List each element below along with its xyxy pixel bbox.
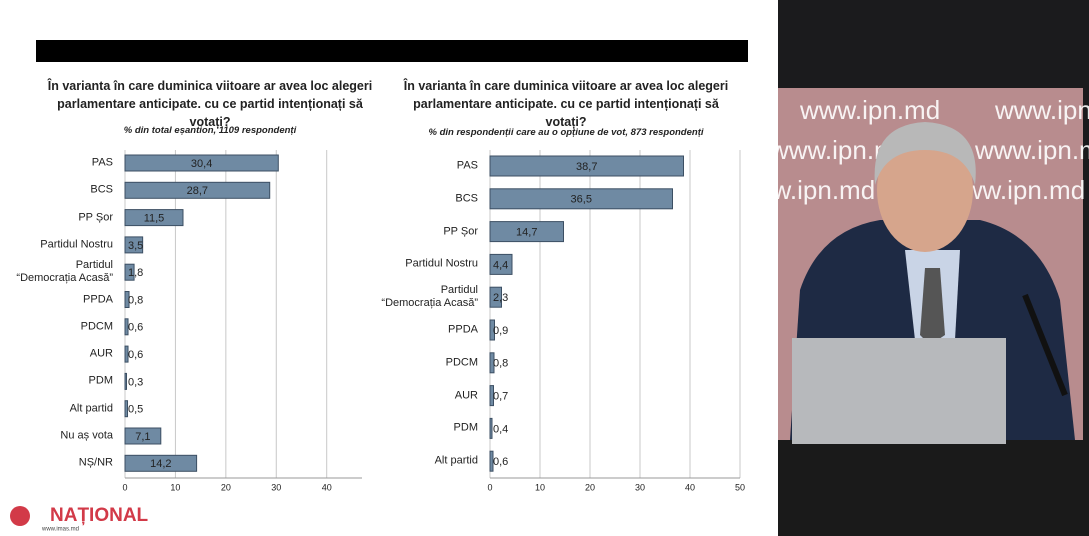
category-label: PDM [453, 421, 478, 434]
x-tick-label: 20 [585, 482, 595, 492]
bar [489, 417, 493, 439]
desk [778, 440, 1089, 536]
bar [124, 427, 162, 445]
value-label: 0,9 [493, 325, 508, 337]
x-tick-label: 30 [271, 482, 281, 492]
microphone [1022, 293, 1068, 397]
value-label: 36,5 [571, 194, 592, 206]
value-label: 14,7 [516, 227, 537, 239]
value-label: 1,8 [128, 267, 143, 279]
value-label: 0,5 [128, 404, 143, 416]
watermark: www.ipn.md [734, 175, 875, 205]
category-label: Partidul Nostru [40, 238, 113, 251]
category-label: Partidul “Democrația Acasă” [16, 259, 113, 285]
value-label: 4,4 [493, 259, 508, 271]
bar [489, 385, 494, 407]
logo-text: NAȚIONAL [50, 505, 149, 526]
category-label: PAS [456, 159, 478, 172]
bar [124, 454, 198, 472]
logo-icon [10, 506, 30, 526]
bar [124, 154, 279, 172]
category-label: PAS [91, 156, 113, 169]
logo-url: www.imas.md [41, 527, 79, 533]
category-label: NȘ/NR [78, 456, 113, 469]
category-label: Alt partid [434, 454, 478, 467]
category-label: Alt partid [69, 402, 113, 415]
category-label: Nu aș vota [60, 429, 113, 442]
value-label: 3,5 [128, 240, 143, 252]
value-label: 38,7 [576, 161, 597, 173]
x-tick-label: 40 [322, 482, 332, 492]
category-label: PP Șor [78, 211, 113, 224]
bar [124, 400, 129, 418]
bar [124, 181, 271, 199]
chart-subtitle: % din respondenții care au o opțiune de … [428, 127, 704, 138]
value-label: 0,6 [128, 349, 143, 361]
category-label: BCS [90, 183, 113, 196]
value-label: 0,7 [493, 391, 508, 403]
value-label: 30,4 [191, 158, 212, 170]
value-label: 14,2 [150, 458, 171, 470]
chart-title: În varianta în care duminica viitoare ar… [403, 79, 729, 129]
bar [124, 236, 144, 254]
person-tie [920, 268, 945, 345]
x-tick-label: 10 [535, 482, 545, 492]
bar [489, 221, 564, 243]
x-tick-label: 0 [122, 482, 127, 492]
value-label: 2,3 [493, 292, 508, 304]
bar [124, 263, 135, 281]
category-label: PDCM [80, 320, 113, 333]
value-label: 0,8 [493, 358, 508, 370]
value-label: 0,8 [128, 294, 143, 306]
value-label: 28,7 [187, 185, 208, 197]
bar [489, 450, 494, 472]
category-label: BCS [455, 192, 478, 205]
category-label: PPDA [83, 293, 113, 305]
laptop [792, 338, 1006, 444]
person-hair [874, 122, 976, 185]
category-label: PDM [88, 374, 113, 387]
bar [489, 352, 495, 374]
watermark: www.ipn.md [974, 135, 1089, 165]
category-label: Partidul Nostru [405, 257, 478, 270]
bar [489, 319, 495, 341]
bar [124, 372, 128, 390]
bar [124, 345, 129, 363]
category-label: AUR [454, 389, 478, 402]
chart-subtitle: % din total eșantion, 1109 respondenți [123, 125, 297, 136]
bar [124, 318, 129, 336]
x-tick-label: 0 [487, 482, 492, 492]
header-bar [36, 40, 748, 62]
chart-title: În varianta în care duminica viitoare ar… [47, 79, 373, 129]
bar [489, 253, 513, 275]
value-label: 7,1 [135, 431, 150, 443]
person-head [877, 128, 973, 252]
watermark: www.ipn.md [799, 95, 940, 125]
value-label: 11,5 [144, 213, 165, 225]
bar [124, 291, 130, 308]
bar [124, 209, 184, 227]
value-label: 0,4 [493, 423, 508, 435]
value-label: 0,6 [128, 322, 143, 334]
x-tick-label: 40 [685, 482, 695, 492]
watermark: www.ipn.md [994, 95, 1089, 125]
category-label: PP Șor [443, 225, 478, 238]
category-label: PDCM [445, 356, 478, 369]
x-tick-label: 30 [635, 482, 645, 492]
bar [489, 155, 684, 177]
bar [489, 188, 673, 210]
x-tick-label: 20 [221, 482, 231, 492]
value-label: 0,3 [128, 376, 143, 388]
x-tick-label: 50 [735, 482, 745, 492]
value-label: 0,6 [493, 456, 508, 468]
bar [489, 286, 502, 308]
category-label: AUR [89, 347, 113, 360]
category-label: Partidul “Democrația Acasă” [381, 284, 478, 310]
x-tick-label: 10 [170, 482, 180, 492]
category-label: PPDA [448, 323, 478, 336]
